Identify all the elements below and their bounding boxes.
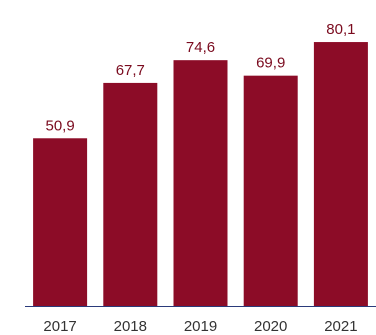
bars-group: [33, 42, 368, 307]
x-tick-label-2020: 2020: [254, 318, 287, 335]
bar-2019: [173, 60, 228, 306]
bar-2020: [243, 75, 298, 307]
value-label-2021: 80,1: [326, 21, 355, 38]
value-label-2017: 50,9: [45, 117, 74, 134]
x-tick-label-2017: 2017: [43, 318, 76, 335]
value-label-2020: 69,9: [256, 55, 285, 72]
bar-2018: [103, 82, 158, 306]
x-tick-label-2018: 2018: [114, 318, 147, 335]
value-label-2019: 74,6: [186, 39, 215, 56]
x-tick-labels-group: 2017 2018 2019 2020 2021: [43, 318, 357, 335]
value-label-2018: 67,7: [116, 62, 145, 79]
x-tick-label-2021: 2021: [324, 318, 357, 335]
value-labels-group: 50,9 67,7 74,6 69,9 80,1: [45, 21, 355, 134]
bar-2021: [313, 42, 368, 306]
bar-2017: [33, 138, 88, 306]
x-tick-label-2019: 2019: [184, 318, 217, 335]
